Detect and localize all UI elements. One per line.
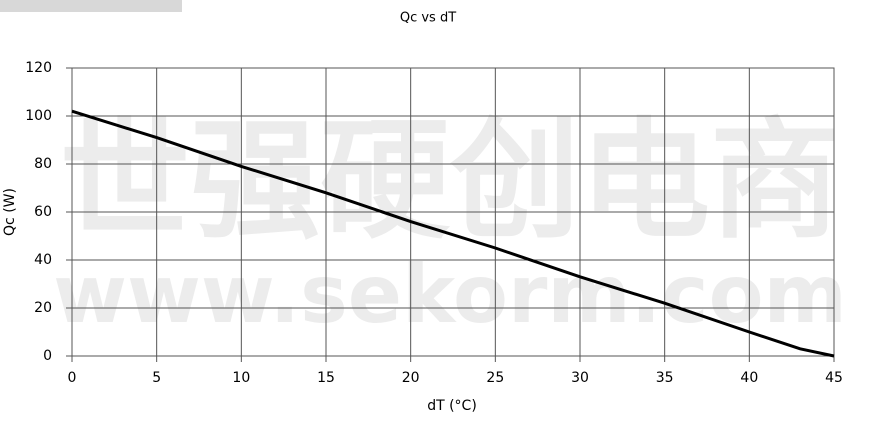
x-tick-label: 0 [68,370,77,386]
x-tick-label: 45 [825,370,843,386]
plot-border [71,67,835,357]
y-tick-label: 60 [34,204,52,220]
header-bar [0,0,182,12]
y-tick-label: 20 [34,300,52,316]
y-tick-label: 100 [25,108,52,124]
watermark: 世强硬创电商 [60,105,840,257]
x-tick-label: 30 [571,370,589,386]
line [71,109,835,358]
y-tick-label: 80 [34,156,52,172]
x-tick-label: 10 [232,370,250,386]
x-tick-label: 40 [740,370,758,386]
watermark: www.sekorm.com [53,248,847,341]
y-tick-label: 120 [25,60,52,76]
y-tick-label: 0 [43,348,52,364]
x-tick-label: 20 [402,370,420,386]
y-axis-title: Qc (W) [2,188,18,236]
x-tick-label: 5 [152,370,161,386]
x-tick-label: 25 [486,370,504,386]
x-tick-label: 15 [317,370,335,386]
x-axis-title: dT (°C) [427,398,477,414]
y-tick-label: 40 [34,252,52,268]
x-tick-label: 35 [656,370,674,386]
chart-title: Qc vs dT [400,11,456,26]
